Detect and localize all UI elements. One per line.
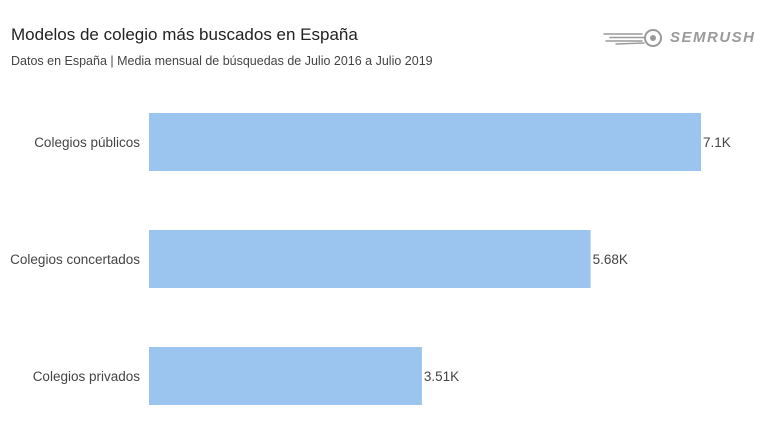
value-label: 5.68K bbox=[593, 252, 628, 267]
bar bbox=[149, 230, 591, 288]
logo-wordmark: SEMRUSH bbox=[670, 29, 756, 46]
value-label: 3.51K bbox=[424, 369, 459, 384]
bar bbox=[149, 113, 701, 171]
semrush-logo: SEMRUSH bbox=[602, 28, 762, 48]
category-label: Colegios públicos bbox=[34, 135, 140, 150]
category-label: Colegios concertados bbox=[10, 252, 140, 267]
chart-subtitle: Datos en España | Media mensual de búsqu… bbox=[11, 54, 433, 68]
value-label: 7.1K bbox=[703, 135, 731, 150]
chart-title: Modelos de colegio más buscados en Españ… bbox=[11, 25, 358, 44]
bar bbox=[149, 347, 422, 405]
fireball-icon bbox=[603, 29, 662, 47]
category-label: Colegios privados bbox=[33, 369, 141, 384]
